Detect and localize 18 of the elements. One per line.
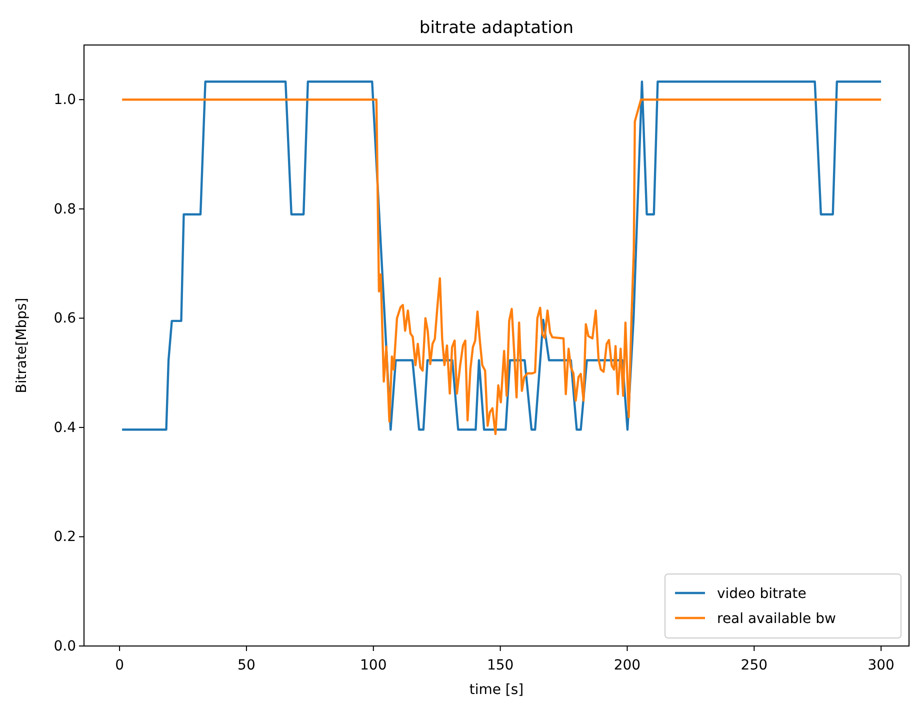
- x-axis-title: time [s]: [469, 682, 524, 698]
- x-tick-label: 50: [238, 657, 256, 674]
- y-tick-label: 0.6: [54, 310, 76, 327]
- y-tick-label: 0.4: [54, 420, 76, 436]
- legend-label: video bitrate: [717, 586, 806, 602]
- chart-title: bitrate adaptation: [419, 18, 574, 38]
- legend-label: real available bw: [717, 611, 836, 627]
- x-tick-label: 150: [486, 657, 514, 674]
- x-tick-label: 250: [740, 657, 768, 674]
- x-tick-label: 200: [614, 657, 641, 674]
- x-tick-label: 0: [115, 657, 124, 674]
- y-tick-label: 0.2: [54, 529, 76, 546]
- y-tick-label: 0.0: [54, 638, 76, 654]
- y-axis-title: Bitrate[Mbps]: [14, 298, 30, 394]
- x-tick-label: 300: [868, 657, 894, 674]
- y-tick-label: 1.0: [54, 92, 76, 108]
- y-tick-label: 0.8: [54, 201, 76, 218]
- x-tick-label: 100: [360, 657, 387, 674]
